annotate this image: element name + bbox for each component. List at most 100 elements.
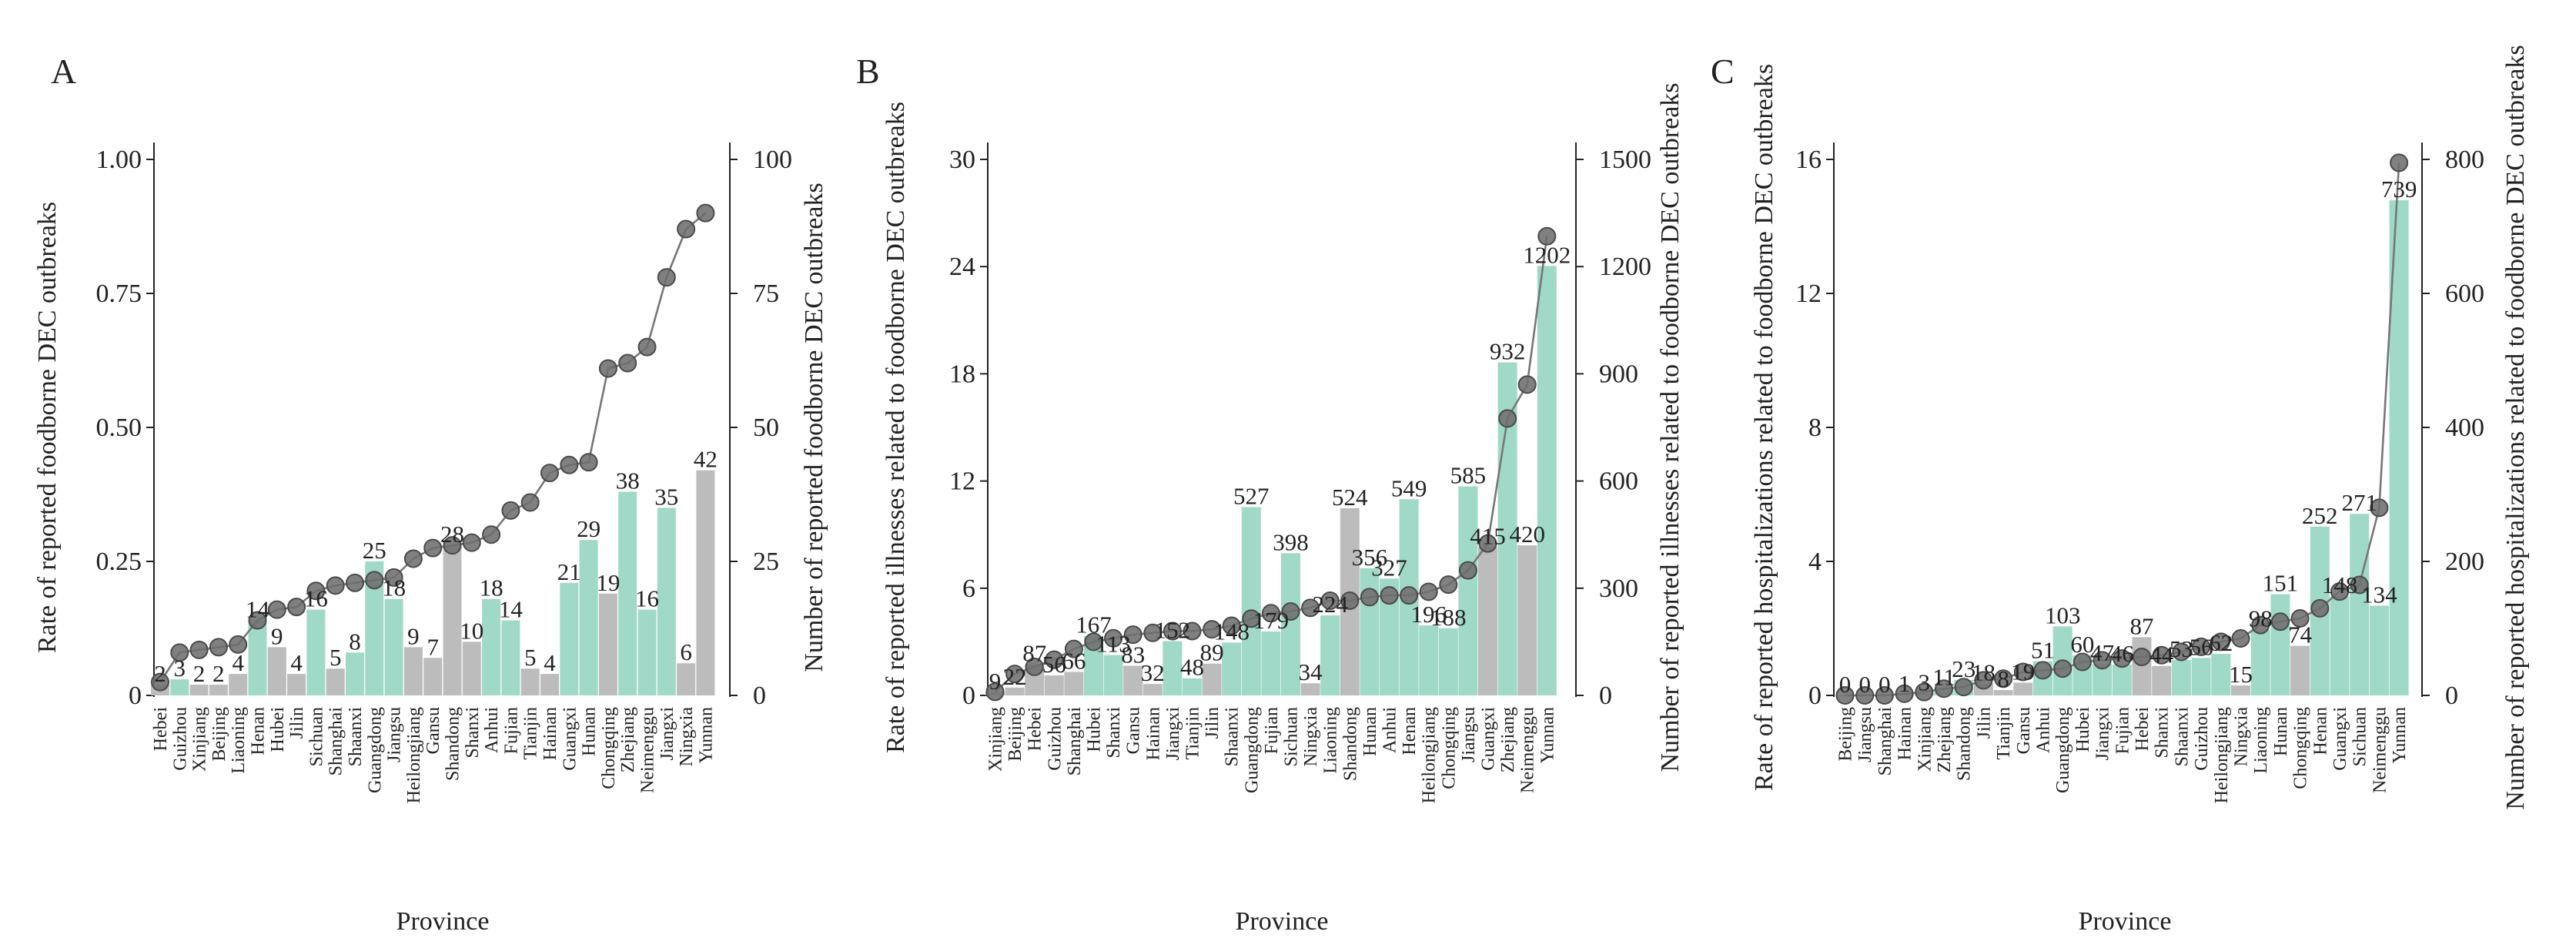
right-axis-title: Number of reported illnesses related to …	[1656, 82, 1684, 772]
category-label: Ningxia	[2232, 707, 2252, 767]
category-label: Jiangxi	[657, 707, 677, 761]
left-tick-label: 24	[949, 253, 975, 281]
count-label: 21	[557, 558, 581, 585]
count-bar	[1261, 631, 1281, 695]
rate-point	[209, 638, 228, 657]
right-tick-label: 600	[2445, 280, 2484, 308]
count-bar	[1300, 683, 1320, 695]
rate-point	[1835, 686, 1855, 705]
count-label: 356	[1352, 544, 1388, 571]
count-label: 549	[1391, 474, 1427, 501]
count-label: 415	[1470, 522, 1506, 549]
count-bar	[2350, 514, 2370, 695]
rate-point	[1320, 591, 1340, 611]
category-label: Jiangxi	[1163, 707, 1183, 761]
count-label: 271	[2341, 489, 2377, 516]
count-bar	[443, 545, 462, 695]
rate-point	[2330, 582, 2349, 601]
right-tick-label: 200	[2445, 548, 2484, 576]
category-label: Chongqing	[2291, 707, 2311, 789]
rate-point	[326, 576, 345, 595]
rate-point	[151, 672, 169, 692]
category-label: Xinjiang	[986, 707, 1006, 772]
rate-point	[1025, 657, 1044, 676]
rate-point	[1994, 669, 2013, 688]
rate-point	[1123, 625, 1142, 645]
category-label: Anhui	[1380, 707, 1400, 753]
category-label: Hainan	[1143, 707, 1163, 760]
rate-point	[1380, 586, 1399, 605]
rate-point	[677, 219, 696, 239]
count-bar	[346, 652, 364, 695]
rate-point	[2053, 659, 2073, 678]
category-label: Heilongjiang	[2212, 707, 2232, 803]
category-label: Guangxi	[560, 707, 580, 771]
left-axis-title: Rate of reported hospitalizations relate…	[1750, 64, 1778, 791]
category-label: Shaanxi	[2172, 707, 2192, 767]
count-label: 11	[1932, 663, 1955, 690]
count-bar	[1103, 655, 1123, 695]
count-bar	[657, 508, 676, 695]
count-label: 148	[1213, 618, 1250, 645]
count-label: 16	[304, 585, 328, 612]
count-bar	[326, 668, 345, 695]
left-tick-label: 12	[949, 467, 975, 496]
rate-point	[1478, 534, 1497, 553]
category-label: Gansu	[1124, 707, 1144, 754]
category-label: Hebei	[1025, 707, 1045, 752]
count-label: 134	[2361, 581, 2397, 608]
left-tick-label: 1.00	[96, 146, 142, 174]
count-label: 87	[2130, 612, 2154, 639]
rate-point	[346, 573, 364, 592]
count-bar	[267, 647, 286, 695]
rate-point	[1439, 575, 1458, 595]
rate-point	[1855, 686, 1875, 705]
category-label: Shanxi	[2153, 707, 2173, 759]
right-tick-label: 800	[2445, 146, 2484, 174]
rate-point	[540, 464, 559, 483]
category-label: Guangdong	[365, 707, 385, 793]
rate-point	[2073, 652, 2092, 672]
count-label: 18	[480, 575, 503, 601]
category-label: Shanxi	[1104, 707, 1124, 759]
count-label: 1202	[1523, 241, 1571, 268]
count-label: 87	[1022, 640, 1046, 667]
category-label: Zhejiang	[1935, 707, 1955, 772]
count-bar	[1005, 687, 1025, 695]
count-label: 29	[577, 515, 601, 542]
count-label: 47	[2090, 639, 2114, 666]
left-tick-label: 0.50	[96, 414, 142, 442]
count-label: 113	[1096, 631, 1130, 658]
left-axis-title: Rate of reported foodborne DEC outbreaks	[33, 202, 62, 653]
rate-point	[1419, 582, 1438, 601]
count-bar	[1183, 678, 1202, 695]
rate-point	[1974, 671, 1993, 690]
count-bar	[1142, 684, 1163, 695]
rate-point	[306, 581, 326, 601]
count-bar	[1419, 625, 1439, 695]
count-bar	[2270, 594, 2290, 695]
category-label: Tianjin	[1994, 707, 2014, 759]
right-tick-label: 400	[2445, 414, 2484, 442]
category-label: Hebei	[151, 707, 171, 752]
rate-point	[1064, 639, 1083, 658]
category-label: Yunnan	[696, 707, 716, 763]
right-tick-label: 900	[1599, 360, 1638, 388]
x-axis-title: Province	[1236, 907, 1329, 936]
count-label: 4	[232, 649, 244, 676]
count-label: 56	[1042, 651, 1066, 678]
right-axis-title: Number of reported hospitalizations rela…	[2501, 45, 2530, 809]
category-label: Henan	[1400, 707, 1420, 755]
rate-point	[696, 203, 715, 223]
count-bar	[306, 609, 326, 695]
count-label: 739	[2381, 176, 2417, 203]
category-label: Tianjin	[1183, 707, 1203, 759]
count-bar	[501, 620, 520, 695]
rate-point	[2133, 647, 2151, 666]
category-label: Anhui	[2034, 707, 2054, 753]
count-bar	[1458, 486, 1478, 695]
count-label: 524	[1332, 484, 1368, 511]
